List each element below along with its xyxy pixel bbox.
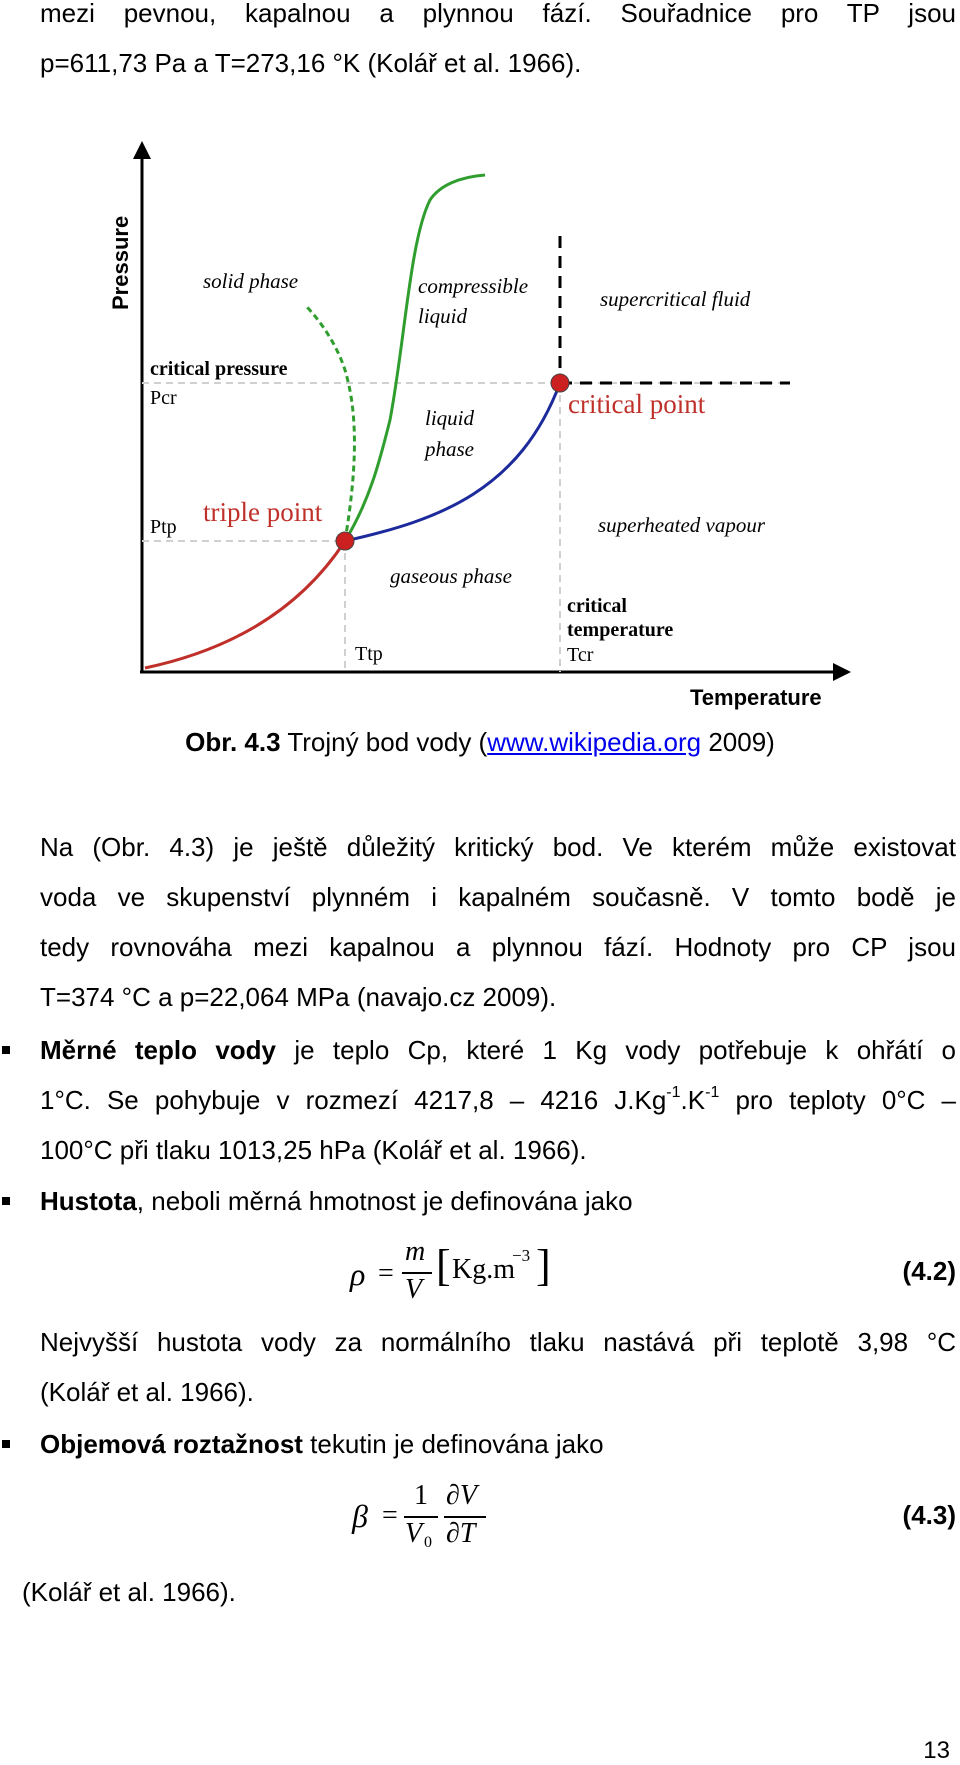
- bullet-expansion-text: tekutin je definována jako: [302, 1429, 604, 1459]
- eq42-bracket-close: ]: [536, 1241, 551, 1290]
- eq43-fraction-bar-1: [404, 1516, 438, 1518]
- wikipedia-link[interactable]: www.wikipedia.org: [487, 727, 702, 757]
- liquid-label: liquid: [418, 304, 468, 328]
- eq43-beta: β: [352, 1498, 368, 1534]
- bullet-heat-title: Měrné teplo vody: [40, 1035, 277, 1065]
- heat-sup-2: -1: [705, 1084, 720, 1102]
- paragraph-line: Nejvyšší hustota vody za normálního tlak…: [40, 1327, 956, 1357]
- bullet-marker: [2, 1046, 10, 1054]
- critical-temp-label-2: temperature: [567, 619, 673, 641]
- bullet-marker: [2, 1197, 10, 1205]
- sublimation-curve: [144, 540, 347, 670]
- triple-point-marker: [335, 531, 355, 551]
- caption-text: Trojný bod vody (: [280, 727, 488, 757]
- compressible-label: compressible: [418, 274, 528, 298]
- metastable-curve: [303, 303, 356, 542]
- bullet-density-title: Hustota: [40, 1186, 137, 1216]
- heat-text-c: pro teploty 0°C –: [719, 1085, 957, 1115]
- tcr-label: Tcr: [567, 644, 594, 666]
- melting-curve: [343, 173, 486, 542]
- eq43-equals: =: [382, 1500, 398, 1531]
- caption-suffix: 2009): [701, 727, 775, 757]
- eq42-fraction-bar: [402, 1272, 432, 1274]
- y-axis-label: Pressure: [108, 216, 133, 310]
- critical-pressure-label: critical pressure: [150, 358, 288, 380]
- gaseous-phase-label: gaseous phase: [390, 564, 512, 588]
- heat-sup-1: -1: [666, 1084, 681, 1102]
- eq43-fraction-bar-2: [444, 1516, 486, 1518]
- eq42-denominator: V: [405, 1274, 423, 1305]
- bullet-heat-text: je teplo Cp, které 1 Kg vody potřebuje k…: [276, 1035, 956, 1065]
- eq43-den1: V: [405, 1518, 423, 1549]
- bullet-expansion-title: Objemová roztažnost: [40, 1429, 303, 1459]
- eq42-bracket-open: [: [436, 1241, 451, 1290]
- paragraph-line: tedy rovnováha mezi kapalnou a plynnou f…: [40, 932, 956, 962]
- pcr-label: Pcr: [150, 387, 177, 409]
- bullet-heat-line2: 1°C. Se pohybuje v rozmezí 4217,8 – 4216…: [40, 1075, 956, 1125]
- ttp-label: Ttp: [355, 643, 383, 665]
- supercritical-fluid-label: supercritical fluid: [600, 287, 751, 311]
- paragraph-line: 100°C při tlaku 1013,25 hPa (Kolář et al…: [40, 1135, 587, 1165]
- bullet-marker: [2, 1440, 10, 1448]
- paragraph-line: mezi pevnou, kapalnou a plynnou fází. So…: [40, 0, 956, 28]
- eq43-num2: ∂V: [446, 1480, 477, 1511]
- figure-caption: Obr. 4.3 Trojný bod vody (www.wikipedia.…: [0, 722, 960, 762]
- heat-text-b: .K: [680, 1085, 706, 1115]
- eq42-equals: =: [378, 1258, 394, 1289]
- reference-line: (Kolář et al. 1966).: [22, 1577, 236, 1607]
- paragraph-line: voda ve skupenství plynném i kapalném so…: [40, 882, 956, 912]
- bullet-density-text: , neboli měrná hmotnost je definována ja…: [136, 1186, 633, 1216]
- triple-point-label: triple point: [203, 497, 323, 527]
- paragraph-line: T=374 °C a p=22,064 MPa (navajo.cz 2009)…: [40, 982, 557, 1012]
- eq43-den2: ∂T: [446, 1518, 476, 1549]
- eq43-number: (4.3): [902, 1500, 956, 1530]
- caption-prefix: Obr. 4.3: [185, 727, 281, 757]
- bullet-density-line: Hustota, neboli měrná hmotnost je defino…: [40, 1176, 956, 1226]
- eq43-num1: 1: [414, 1480, 428, 1511]
- critical-point-marker: [550, 373, 570, 393]
- vapor-curve: [344, 382, 562, 543]
- superheated-vapour-label: superheated vapour: [598, 513, 766, 537]
- paragraph-line: Na (Obr. 4.3) je ještě důležitý kritický…: [40, 832, 956, 862]
- liquid-phase-label-1: liquid: [425, 406, 475, 430]
- ptp-label: Ptp: [150, 516, 177, 538]
- bullet-expansion-line: Objemová roztažnost tekutin je definován…: [40, 1419, 956, 1469]
- eq42-unit: Kg.m: [452, 1254, 515, 1285]
- paragraph-line: p=611,73 Pa a T=273,16 °K (Kolář et al. …: [40, 48, 582, 78]
- critical-point-label: critical point: [568, 389, 706, 419]
- eq42-rho: ρ: [350, 1256, 366, 1292]
- liquid-phase-label-2: phase: [423, 437, 474, 461]
- eq43-den1-sub: 0: [424, 1534, 432, 1551]
- phase-diagram: Pressure Temperature solid phase compres…: [108, 141, 851, 710]
- eq42-number: (4.2): [902, 1256, 956, 1286]
- bullet-heat-line1: Měrné teplo vody je teplo Cp, které 1 Kg…: [40, 1025, 956, 1075]
- solid-phase-label: solid phase: [203, 269, 298, 293]
- page-number: 13: [923, 1737, 950, 1764]
- paragraph-line: (Kolář et al. 1966).: [40, 1377, 254, 1407]
- eq42-numerator: m: [405, 1236, 426, 1267]
- x-axis-label: Temperature: [690, 685, 822, 710]
- heat-text-a: 1°C. Se pohybuje v rozmezí 4217,8 – 4216…: [40, 1085, 667, 1115]
- eq42-unit-sup: −3: [512, 1246, 531, 1265]
- critical-temp-label-1: critical: [567, 595, 627, 617]
